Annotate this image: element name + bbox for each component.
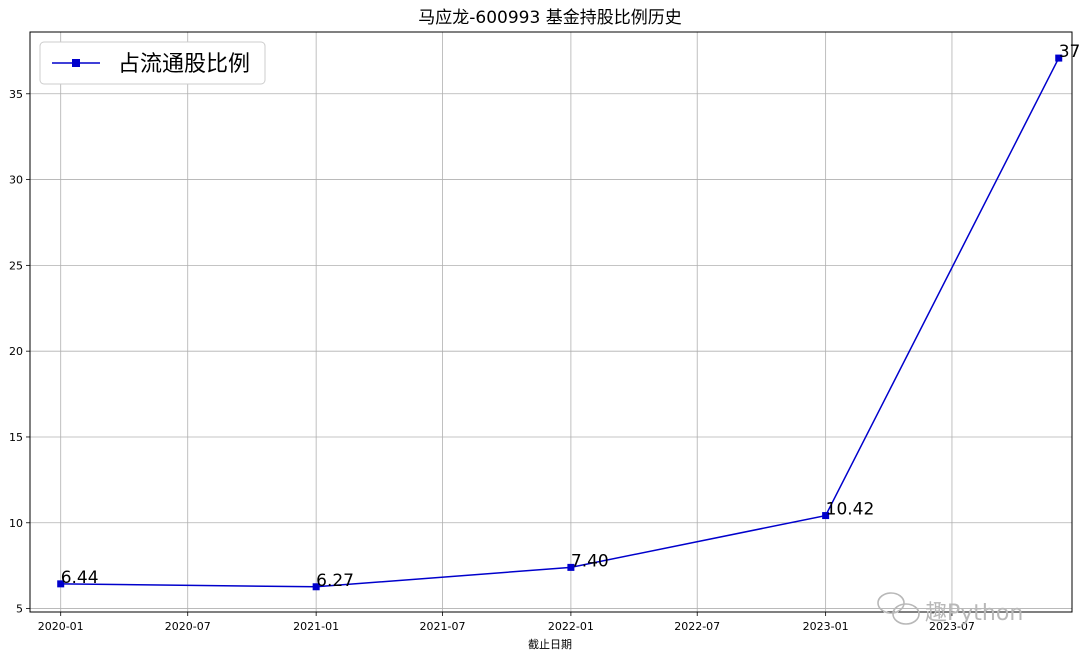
y-tick-label: 30 [9, 174, 23, 187]
x-tick-label: 2023-07 [929, 620, 975, 633]
data-label: 37.08 [1059, 42, 1080, 62]
x-tick-label: 2021-07 [419, 620, 465, 633]
x-axis-label: 截止日期 [528, 637, 572, 651]
legend-box [39, 41, 266, 85]
chart-title: 马应龙-600993 基金持股比例历史 [418, 8, 681, 28]
axis-ticks: 5 10 15 20 25 30 35 2020-01 2020-07 2021-01 2021-0… [9, 88, 975, 633]
x-tick-label: 2020-01 [38, 620, 84, 633]
legend-marker [72, 59, 80, 67]
x-tick-label: 2020-07 [165, 620, 211, 633]
y-tick-label: 25 [9, 259, 23, 272]
x-tick-label: 2022-07 [674, 620, 720, 633]
x-tick-label: 2023-01 [803, 620, 849, 633]
legend-label: 占流通股比例 [118, 52, 250, 77]
watermark-text: 趣Python [925, 601, 1023, 626]
y-tick-label: 20 [9, 345, 23, 358]
data-label: 7.40 [571, 551, 609, 571]
grid [30, 32, 1072, 612]
data-point [312, 583, 320, 591]
series [57, 54, 1063, 591]
wechat-logo-icon [877, 592, 920, 625]
data-point [567, 563, 575, 571]
data-point [57, 580, 65, 588]
data-label: 10.42 [826, 500, 875, 520]
data-label: 6.27 [316, 571, 354, 591]
data-labels: 6.44 6.27 7.40 10.42 37.08 [61, 42, 1080, 591]
x-tick-label: 2022-01 [548, 620, 594, 633]
data-point [822, 512, 830, 520]
y-tick-label: 5 [16, 603, 23, 616]
legend: 占流通股比例 [39, 41, 266, 85]
series-line [60, 57, 1060, 588]
y-tick-label: 35 [9, 88, 23, 101]
data-label: 6.44 [61, 568, 99, 588]
y-tick-label: 15 [9, 431, 23, 444]
x-tick-label: 2021-01 [293, 620, 339, 633]
plot-frame [29, 31, 1073, 613]
y-tick-label: 10 [9, 517, 23, 530]
watermark: 趣Python [877, 592, 1023, 626]
data-point [1055, 54, 1063, 62]
